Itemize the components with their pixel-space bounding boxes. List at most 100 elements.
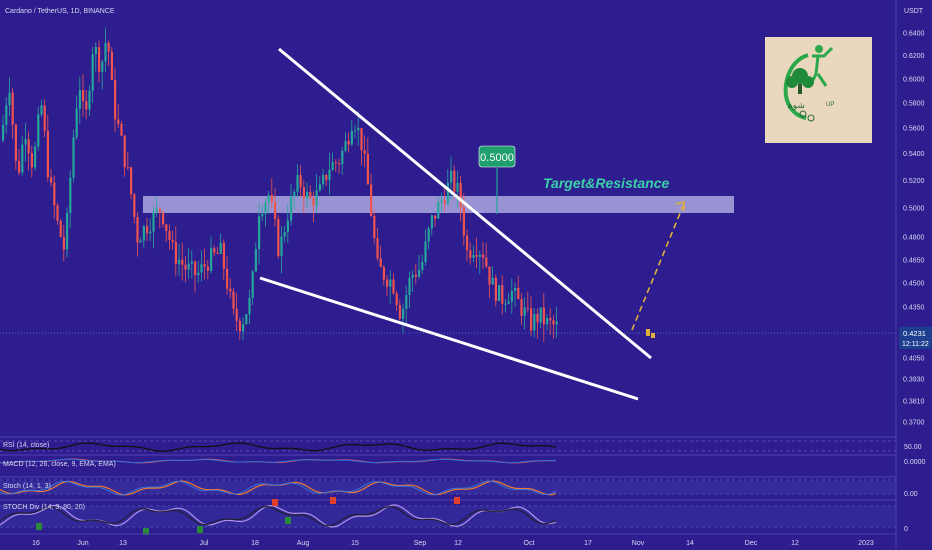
candle-body xyxy=(213,248,216,253)
candle-body xyxy=(517,287,520,300)
price-tick-label: 0.6400 xyxy=(903,31,925,38)
candle-body xyxy=(101,61,104,72)
candle-body xyxy=(155,208,158,213)
candle-body xyxy=(210,248,213,271)
candle-body xyxy=(302,187,305,199)
candle-body xyxy=(466,235,469,251)
time-tick-label: 17 xyxy=(584,540,592,547)
candle-body xyxy=(139,240,142,243)
candle-body xyxy=(238,320,241,332)
price-tick-label: 0.4050 xyxy=(903,355,925,362)
candle-body xyxy=(104,42,107,62)
price-tick-label: 0.4500 xyxy=(903,281,925,288)
candle-body xyxy=(443,200,446,205)
candle-body xyxy=(8,92,11,106)
macd-line xyxy=(0,458,556,464)
candle-body xyxy=(142,226,145,241)
time-tick-label: 14 xyxy=(686,540,694,547)
candle-body xyxy=(366,153,369,185)
candle-body xyxy=(504,303,507,305)
candle-body xyxy=(158,208,161,213)
candle-body xyxy=(280,236,283,257)
candle-body xyxy=(245,314,248,324)
macd-label: MACD (12, 26, close, 9, EMA, EMA) xyxy=(3,461,116,468)
candle-body xyxy=(197,272,200,276)
candle-body xyxy=(152,212,155,232)
candle-body xyxy=(232,291,235,309)
price-tick-label: 0.5000 xyxy=(903,206,925,213)
candle-body xyxy=(146,226,149,234)
candle-body xyxy=(469,250,472,258)
candle-body xyxy=(325,174,328,180)
stoch-div-label: STOCH Div (14, 3, 80, 20) xyxy=(3,504,85,511)
candle-body xyxy=(190,261,193,264)
indicator-panes xyxy=(0,436,896,535)
candle-body xyxy=(30,153,33,168)
candle-body xyxy=(178,259,181,264)
logo-figure-head-icon xyxy=(815,45,823,53)
candle-body xyxy=(450,170,453,183)
candle-body xyxy=(274,201,277,219)
candle-body xyxy=(382,267,385,280)
candle-body xyxy=(18,160,21,173)
candle-body xyxy=(290,196,293,221)
price-tick-label: 0.6200 xyxy=(903,53,925,60)
candle-body xyxy=(344,141,347,151)
macd-level: 0.0000 xyxy=(904,459,926,466)
candle-body xyxy=(43,105,46,131)
candle-body xyxy=(414,274,417,277)
candle-body xyxy=(56,205,59,221)
price-tick-label: 0.4800 xyxy=(903,235,925,242)
candle-body xyxy=(66,212,69,250)
candle-body xyxy=(347,141,350,145)
candle-body xyxy=(536,313,539,323)
candle-body xyxy=(373,215,376,239)
candle-body xyxy=(546,318,549,325)
candle-body xyxy=(456,182,459,192)
last-price-tag xyxy=(899,327,932,349)
bull-divergence-marker xyxy=(197,526,203,533)
time-tick-label: Nov xyxy=(632,540,645,547)
wedge-upper-line xyxy=(278,47,652,360)
candle-body xyxy=(258,216,261,250)
candle-body xyxy=(459,182,462,208)
logo: ﺷﻮﻫ UP xyxy=(765,37,872,143)
time-tick-label: 13 xyxy=(119,540,127,547)
candle-body xyxy=(200,264,203,273)
candle-body xyxy=(229,288,232,292)
stoch-k-line xyxy=(0,480,557,496)
candle-body xyxy=(523,307,526,316)
price-tick-label: 0.4650 xyxy=(903,257,925,264)
candle-body xyxy=(318,184,321,191)
candle-body xyxy=(91,54,94,91)
candle-body xyxy=(494,277,497,301)
candle-body xyxy=(350,130,353,145)
candle-body xyxy=(133,194,136,218)
candle-body xyxy=(88,90,91,110)
candle-body xyxy=(168,231,171,240)
candle-body xyxy=(475,254,478,257)
candle-body xyxy=(398,305,401,319)
time-tick-label: Oct xyxy=(524,540,535,547)
symbol-title: Cardano / TetherUS, 1D, BINANCE xyxy=(5,8,115,15)
target-resistance-label: Target&Resistance xyxy=(543,175,670,191)
price-tick-label: 0.3810 xyxy=(903,399,925,406)
candle-body xyxy=(331,162,334,170)
price-tick-label: 0.3930 xyxy=(903,377,925,384)
candle-body xyxy=(296,175,299,192)
currency-label: USDT xyxy=(904,8,924,15)
projected-candles xyxy=(646,329,655,338)
svg-text:ﺷﻮﻫ: ﺷﻮﻫ xyxy=(787,100,805,111)
candle-body xyxy=(421,261,424,270)
time-axis: 16 Jun 13 Jul 18 Aug 15 Sep 12 Oct 17 Nov 14 Dec 12 202… xyxy=(32,540,874,547)
candle-body xyxy=(110,51,113,80)
candle-body xyxy=(360,127,363,151)
candle-body xyxy=(312,198,315,206)
candle-body xyxy=(501,285,504,304)
candle-body xyxy=(322,174,325,185)
candle-body xyxy=(437,202,440,219)
candle-body xyxy=(264,202,267,214)
candle-body xyxy=(408,277,411,296)
candle-body xyxy=(370,184,373,216)
candle-body xyxy=(552,320,555,325)
